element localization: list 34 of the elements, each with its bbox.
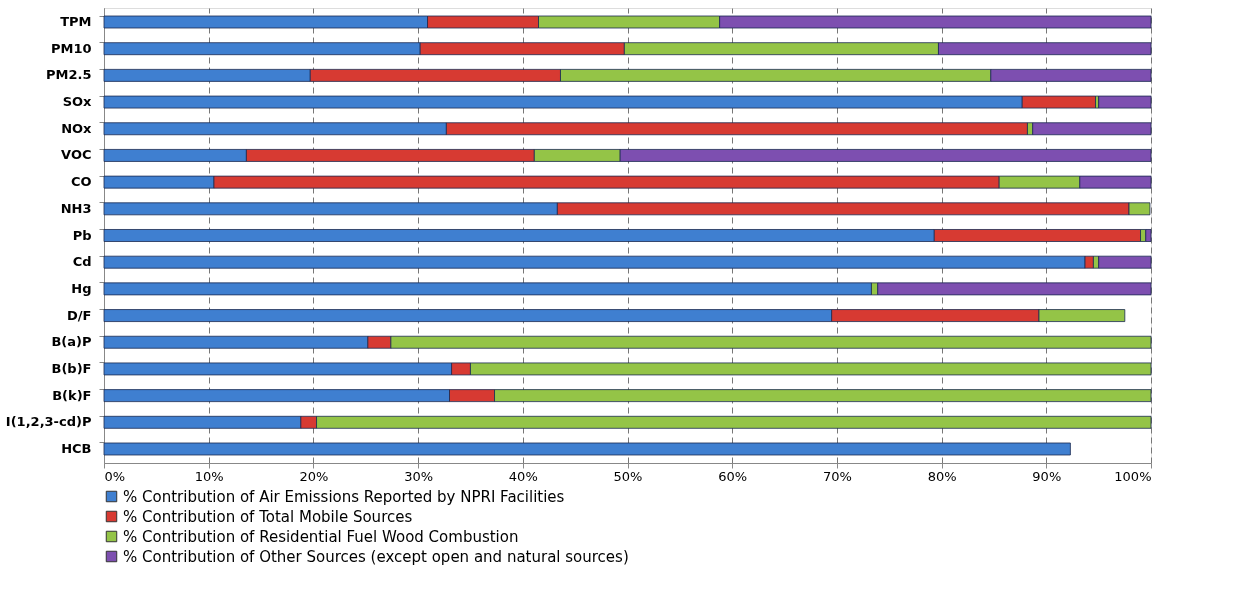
x-tick-label: 90% bbox=[1032, 468, 1062, 484]
x-tick-label: 80% bbox=[927, 468, 957, 484]
y-tick-label: I(1,2,3-cd)P bbox=[5, 414, 92, 430]
y-tick-label: PM10 bbox=[50, 40, 92, 56]
y-tick-label: NH3 bbox=[60, 200, 92, 216]
x-tick-label: 50% bbox=[613, 468, 643, 484]
y-tick-label: D/F bbox=[67, 307, 92, 323]
x-tick-label: 20% bbox=[299, 468, 329, 484]
legend-label: % Contribution of Other Sources (except open and natural sources) bbox=[123, 547, 629, 566]
x-tick-label: 30% bbox=[404, 468, 434, 484]
x-tick-label: 60% bbox=[718, 468, 748, 484]
y-tick-label: VOC bbox=[61, 147, 92, 163]
x-tick-label: 10% bbox=[194, 468, 224, 484]
bar bbox=[1098, 95, 1152, 109]
y-tick-label: Pb bbox=[72, 227, 92, 243]
y-tick-label: B(a)P bbox=[51, 334, 92, 350]
y-tick-label: B(b)F bbox=[51, 360, 92, 376]
legend-label: % Contribution of Total Mobile Sources bbox=[123, 507, 413, 526]
y-tick-label: CO bbox=[70, 174, 92, 190]
y-tick-label: Hg bbox=[71, 280, 92, 296]
y-tick-label: TPM bbox=[60, 14, 92, 30]
y-tick-label: Cd bbox=[72, 254, 92, 270]
y-tick-label: HCB bbox=[61, 440, 92, 456]
x-tick-label: 40% bbox=[508, 468, 538, 484]
y-tick-label: B(k)F bbox=[52, 387, 92, 403]
y-tick-label: PM2.5 bbox=[46, 67, 92, 83]
x-tick-label: 0% bbox=[104, 468, 126, 484]
y-tick-label: NOx bbox=[61, 120, 93, 136]
legend-label: % Contribution of Residential Fuel Wood Combustion bbox=[123, 527, 519, 546]
bar bbox=[103, 442, 1071, 456]
x-tick-label: 100% bbox=[1114, 468, 1152, 484]
y-tick-label: SOx bbox=[62, 94, 93, 110]
legend-label: % Contribution of Air Emissions Reported by NPRI Facilities bbox=[123, 487, 565, 506]
x-tick-label: 70% bbox=[822, 468, 852, 484]
